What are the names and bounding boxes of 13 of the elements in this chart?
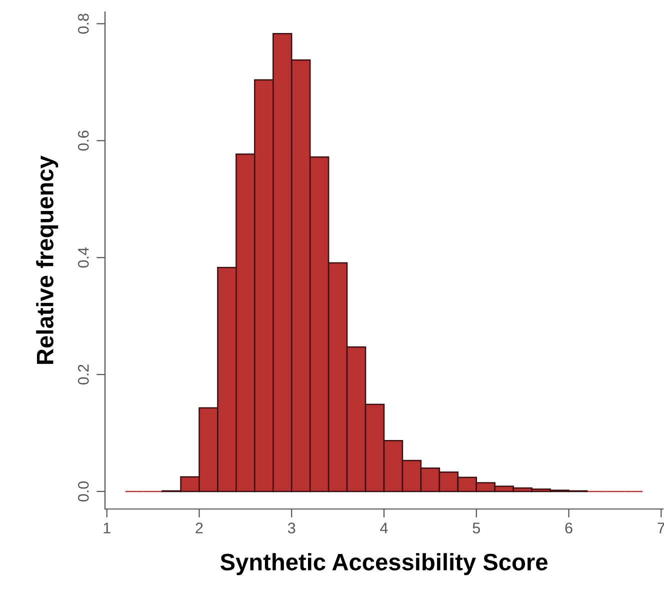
x-tick-label: 5 bbox=[472, 522, 480, 534]
y-tick-label: 0.8 bbox=[78, 14, 89, 34]
y-tick-label: 0.4 bbox=[78, 247, 89, 268]
y-tick-label: 0.6 bbox=[78, 130, 89, 151]
y-tick-label: 0.2 bbox=[78, 364, 89, 385]
y-axis-title: Relative frequency bbox=[36, 156, 58, 364]
x-tick-label: 4 bbox=[380, 522, 388, 534]
x-tick-label: 2 bbox=[196, 522, 203, 534]
x-tick-label: 6 bbox=[565, 522, 572, 534]
y-tick-label: 0.0 bbox=[78, 481, 89, 502]
x-tick-label: 1 bbox=[104, 522, 110, 534]
x-tick-label: 3 bbox=[288, 522, 296, 534]
x-axis-title: Synthetic Accessibility Score bbox=[220, 553, 548, 576]
